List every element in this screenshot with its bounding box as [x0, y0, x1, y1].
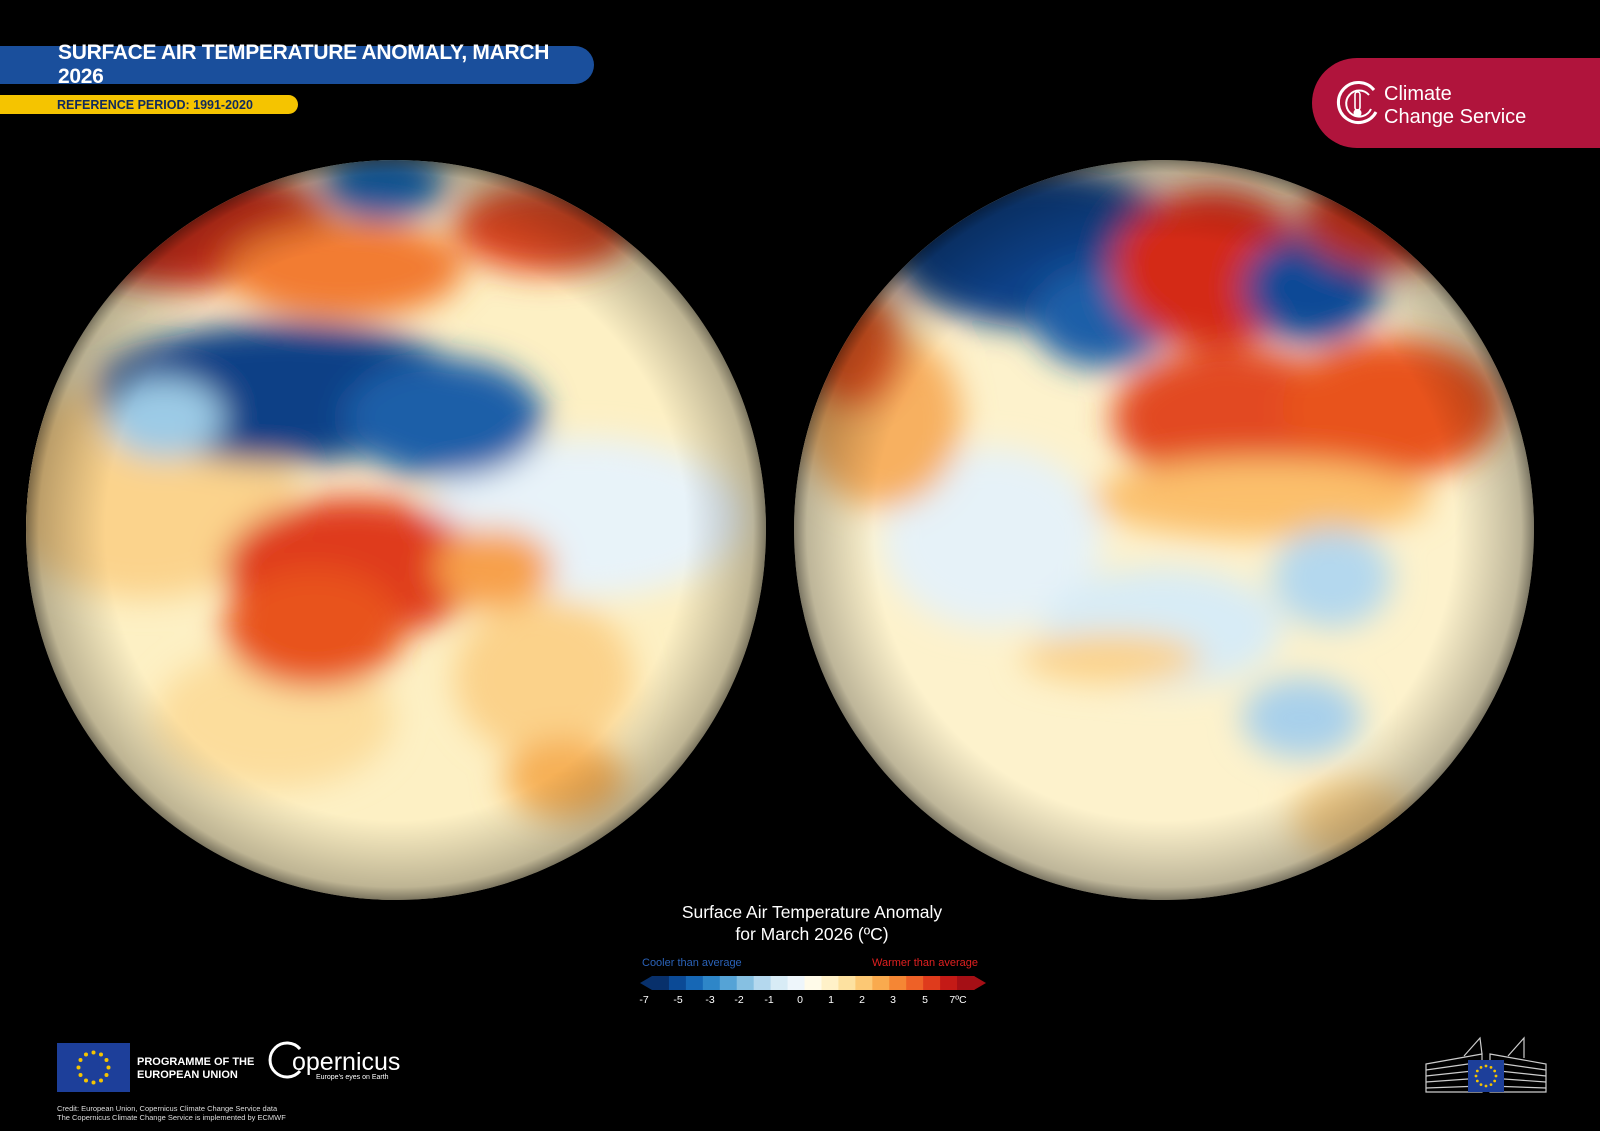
- eu-star-icon: [104, 1073, 109, 1077]
- legend-title: Surface Air Temperature Anomaly: [681, 902, 943, 922]
- color-scale-bar: [640, 976, 986, 990]
- eu-star-icon: [1494, 1074, 1498, 1078]
- colorbar-swatch: [821, 976, 839, 990]
- eu-star-icon: [1493, 1069, 1497, 1073]
- colorbar-tick-label: 3: [890, 994, 896, 1006]
- colorbar-tick-label: -3: [705, 994, 715, 1006]
- colorbar-tick-label: 2: [859, 994, 865, 1006]
- colorbar-tick-label: -2: [734, 994, 744, 1006]
- colorbar-swatch: [923, 976, 941, 990]
- colorbar-tick-label: 7ºC: [949, 994, 967, 1006]
- programme-line1: PROGRAMME OF THE: [137, 1056, 255, 1068]
- colorbar-swatch: [753, 976, 772, 990]
- colorbar-swatch: [652, 976, 670, 990]
- colorbar-swatch: [804, 976, 822, 990]
- colorbar-swatch: [889, 976, 907, 990]
- eu-star-icon: [78, 1073, 83, 1077]
- globe-europe-africa: [794, 160, 1534, 900]
- globe-americas: [26, 160, 766, 900]
- colorbar-swatch: [719, 976, 738, 990]
- eu-star-icon: [1475, 1079, 1479, 1083]
- eu-star-icon: [99, 1078, 103, 1083]
- colorbar-swatch: [940, 976, 958, 990]
- credit-line1: Credit: European Union, Copernicus Clima…: [57, 1104, 278, 1113]
- european-commission-logo: [1425, 1036, 1547, 1093]
- colorbar-tick-label: 0: [797, 994, 803, 1006]
- colorbar-swatch: [855, 976, 873, 990]
- eu-star-icon: [1489, 1083, 1493, 1087]
- copernicus-c-icon: [268, 1041, 302, 1079]
- map-title: SURFACE AIR TEMPERATURE ANOMALY, MARCH 2…: [58, 41, 550, 88]
- reference-period: REFERENCE PERIOD: 1991-2020: [57, 97, 253, 112]
- eu-star-icon: [1489, 1065, 1493, 1069]
- colorbar-tick-label: -5: [673, 994, 683, 1006]
- colorbar-tick-label: -1: [764, 994, 774, 1006]
- thermometer-ring-icon: [1336, 81, 1378, 125]
- legend-subtitle: for March 2026 (ºC): [735, 924, 889, 944]
- eu-star-icon: [91, 1050, 96, 1055]
- eu-star-icon: [106, 1065, 111, 1070]
- colorbar-swatch: [736, 976, 755, 990]
- colorbar-swatch: [685, 976, 704, 990]
- c3s-logo-badge: Climate Change Service: [1312, 58, 1600, 148]
- copernicus-wordmark: opernicus: [292, 1048, 401, 1076]
- eu-star-icon: [84, 1052, 88, 1057]
- eu-star-icon: [78, 1058, 83, 1062]
- colorbar-swatch: [702, 976, 721, 990]
- colorbar-tick-label: -7: [639, 994, 649, 1006]
- warmer-label: Warmer than average: [872, 957, 978, 969]
- programme-line2: EUROPEAN UNION: [137, 1069, 238, 1081]
- eu-star-icon: [1484, 1084, 1488, 1088]
- c3s-name-line2: Change Service: [1384, 106, 1527, 128]
- eu-star-icon: [1493, 1079, 1497, 1083]
- eu-star-icon: [76, 1065, 81, 1070]
- eu-star-icon: [1479, 1065, 1483, 1069]
- colorbar-tick-label: 5: [922, 994, 928, 1006]
- reference-bar: REFERENCE PERIOD: 1991-2020: [0, 95, 298, 114]
- colorbar-swatch: [668, 976, 687, 990]
- credit-line2: The Copernicus Climate Change Service is…: [57, 1113, 286, 1122]
- eu-star-icon: [84, 1078, 88, 1083]
- cooler-label: Cooler than average: [642, 957, 742, 969]
- colorbar-swatch: [872, 976, 890, 990]
- colorbar-swatch: [957, 976, 975, 990]
- credit-text: Credit: European Union, Copernicus Clima…: [57, 1104, 286, 1122]
- colorbar-tick-label: 1: [828, 994, 834, 1006]
- eu-star-icon: [1479, 1083, 1483, 1087]
- title-bar: SURFACE AIR TEMPERATURE ANOMALY, MARCH 2…: [0, 41, 594, 88]
- eu-flag-icon: [57, 1043, 130, 1092]
- eu-star-icon: [99, 1052, 103, 1057]
- eu-star-icon: [1475, 1069, 1479, 1073]
- programme-label: PROGRAMME OF THE EUROPEAN UNION: [137, 1056, 254, 1082]
- colorbar-swatch: [770, 976, 789, 990]
- colorbar-swatch: [906, 976, 924, 990]
- c3s-name-line1: Climate: [1384, 83, 1452, 105]
- eu-star-icon: [1474, 1074, 1478, 1078]
- colorbar-swatch: [787, 976, 806, 990]
- colorbar-max-arrow: [974, 976, 986, 990]
- copernicus-tagline: Europe's eyes on Earth: [316, 1074, 389, 1081]
- colorbar-min-arrow: [640, 976, 652, 990]
- colorbar-swatch: [838, 976, 856, 990]
- color-scale-ticks: -7 -5 -3 -2 -1 0 1 2 3 5 7ºC: [639, 994, 1000, 1008]
- eu-star-icon: [104, 1058, 109, 1062]
- eu-star-icon: [1484, 1064, 1488, 1068]
- eu-star-icon: [91, 1080, 96, 1085]
